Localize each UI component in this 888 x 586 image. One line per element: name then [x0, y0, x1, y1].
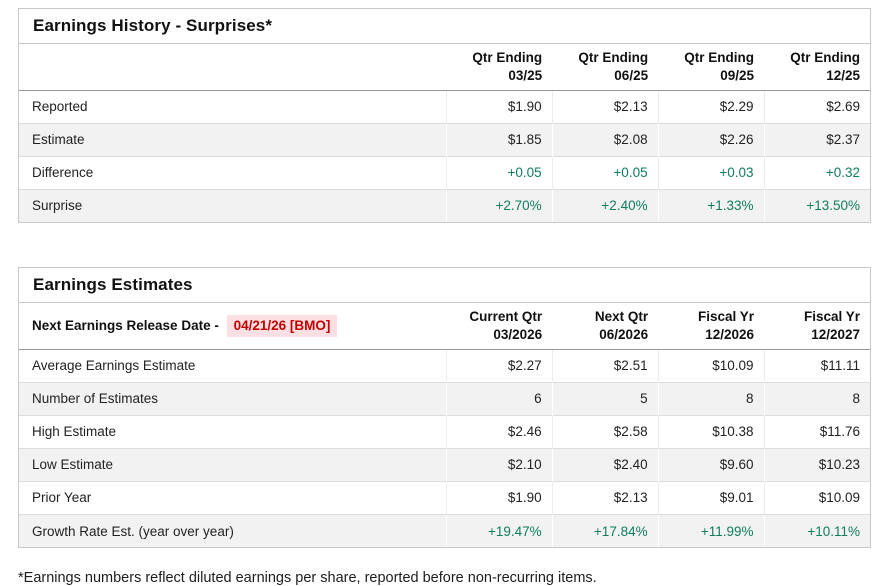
- table-row: Prior Year $1.90 $2.13 $9.01 $10.09: [19, 480, 870, 515]
- cell-value: $10.09: [657, 348, 765, 383]
- table-row: Reported $1.90 $2.13 $2.29 $2.69: [19, 89, 870, 124]
- next-earnings-release-label: Next Earnings Release Date -: [32, 318, 219, 334]
- earnings-history-panel: Earnings History - Surprises* Qtr Ending…: [18, 8, 871, 224]
- cell-value: $10.38: [657, 414, 765, 449]
- column-header: Fiscal Yr 12/2027: [764, 303, 870, 350]
- cell-value: 8: [763, 381, 870, 416]
- cell-value: $9.01: [657, 480, 765, 515]
- cell-value: +13.50%: [763, 188, 870, 223]
- table-row: Average Earnings Estimate $2.27 $2.51 $10.0…: [19, 348, 870, 383]
- earnings-history-table: Qtr Ending 03/25 Qtr Ending 06/25 Qtr Ending…: [19, 44, 870, 223]
- column-header: Qtr Ending 06/25: [552, 44, 659, 91]
- cell-value: $9.60: [657, 447, 765, 482]
- cell-value: +11.99%: [657, 513, 765, 548]
- column-header: Qtr Ending 09/25: [658, 44, 765, 91]
- column-header: Qtr Ending 03/25: [446, 44, 553, 91]
- column-header: Qtr Ending 12/25: [764, 44, 870, 91]
- cell-value: $2.13: [551, 89, 659, 124]
- row-label: Low Estimate: [19, 447, 447, 482]
- cell-value: $2.10: [445, 447, 553, 482]
- row-label: Number of Estimates: [19, 381, 447, 416]
- row-label: Prior Year: [19, 480, 447, 515]
- row-label: High Estimate: [19, 414, 447, 449]
- earnings-estimates-panel: Earnings Estimates Next Earnings Release…: [18, 267, 871, 549]
- cell-value: $2.26: [657, 122, 765, 157]
- table-row: Growth Rate Est. (year over year) +19.47%…: [19, 513, 870, 548]
- table-row: High Estimate $2.46 $2.58 $10.38 $11.76: [19, 414, 870, 449]
- earnings-history-title: Earnings History - Surprises*: [19, 9, 870, 44]
- cell-value: +1.33%: [657, 188, 765, 223]
- column-header: Fiscal Yr 12/2026: [658, 303, 765, 350]
- table-row: Estimate $1.85 $2.08 $2.26 $2.37: [19, 122, 870, 157]
- row-label: Surprise: [19, 188, 447, 223]
- earnings-estimates-title: Earnings Estimates: [19, 268, 870, 304]
- cell-value: +19.47%: [445, 513, 553, 548]
- column-header-empty: [19, 44, 447, 91]
- earnings-footnote: *Earnings numbers reflect diluted earnin…: [18, 570, 597, 586]
- cell-value: $10.09: [763, 480, 870, 515]
- cell-value: +0.05: [551, 155, 659, 190]
- row-label: Reported: [19, 89, 447, 124]
- earnings-history-header-row: Qtr Ending 03/25 Qtr Ending 06/25 Qtr Ending…: [19, 44, 870, 91]
- cell-value: $2.37: [763, 122, 870, 157]
- earnings-estimates-table: Next Earnings Release Date - 04/21/26 [B…: [19, 303, 870, 548]
- row-label: Difference: [19, 155, 447, 190]
- table-row: Low Estimate $2.10 $2.40 $9.60 $10.23: [19, 447, 870, 482]
- table-row: Number of Estimates 6 5 8 8: [19, 381, 870, 416]
- table-row: Surprise +2.70% +2.40% +1.33% +13.50%: [19, 188, 870, 223]
- cell-value: +2.40%: [551, 188, 659, 223]
- cell-value: $11.76: [763, 414, 870, 449]
- cell-value: +10.11%: [763, 513, 870, 548]
- next-earnings-release-cell: Next Earnings Release Date - 04/21/26 [B…: [19, 303, 447, 350]
- cell-value: $11.11: [763, 348, 870, 383]
- cell-value: $1.90: [445, 89, 553, 124]
- table-row: Difference +0.05 +0.05 +0.03 +0.32: [19, 155, 870, 190]
- cell-value: 5: [551, 381, 659, 416]
- row-label: Estimate: [19, 122, 447, 157]
- cell-value: 6: [445, 381, 553, 416]
- next-earnings-release-date-badge: 04/21/26 [BMO]: [226, 315, 338, 337]
- cell-value: $1.85: [445, 122, 553, 157]
- row-label: Average Earnings Estimate: [19, 348, 447, 383]
- cell-value: $2.08: [551, 122, 659, 157]
- cell-value: $2.51: [551, 348, 659, 383]
- cell-value: $2.58: [551, 414, 659, 449]
- cell-value: +0.05: [445, 155, 553, 190]
- cell-value: $10.23: [763, 447, 870, 482]
- column-header: Next Qtr 06/2026: [552, 303, 659, 350]
- earnings-estimates-header-row: Next Earnings Release Date - 04/21/26 [B…: [19, 303, 870, 350]
- cell-value: +2.70%: [445, 188, 553, 223]
- cell-value: $2.29: [657, 89, 765, 124]
- cell-value: $2.40: [551, 447, 659, 482]
- cell-value: +0.32: [763, 155, 870, 190]
- cell-value: +0.03: [657, 155, 765, 190]
- cell-value: $2.69: [763, 89, 870, 124]
- cell-value: $2.27: [445, 348, 553, 383]
- cell-value: $2.13: [551, 480, 659, 515]
- cell-value: $2.46: [445, 414, 553, 449]
- cell-value: +17.84%: [551, 513, 659, 548]
- cell-value: $1.90: [445, 480, 553, 515]
- cell-value: 8: [657, 381, 765, 416]
- column-header: Current Qtr 03/2026: [446, 303, 553, 350]
- row-label: Growth Rate Est. (year over year): [19, 513, 447, 548]
